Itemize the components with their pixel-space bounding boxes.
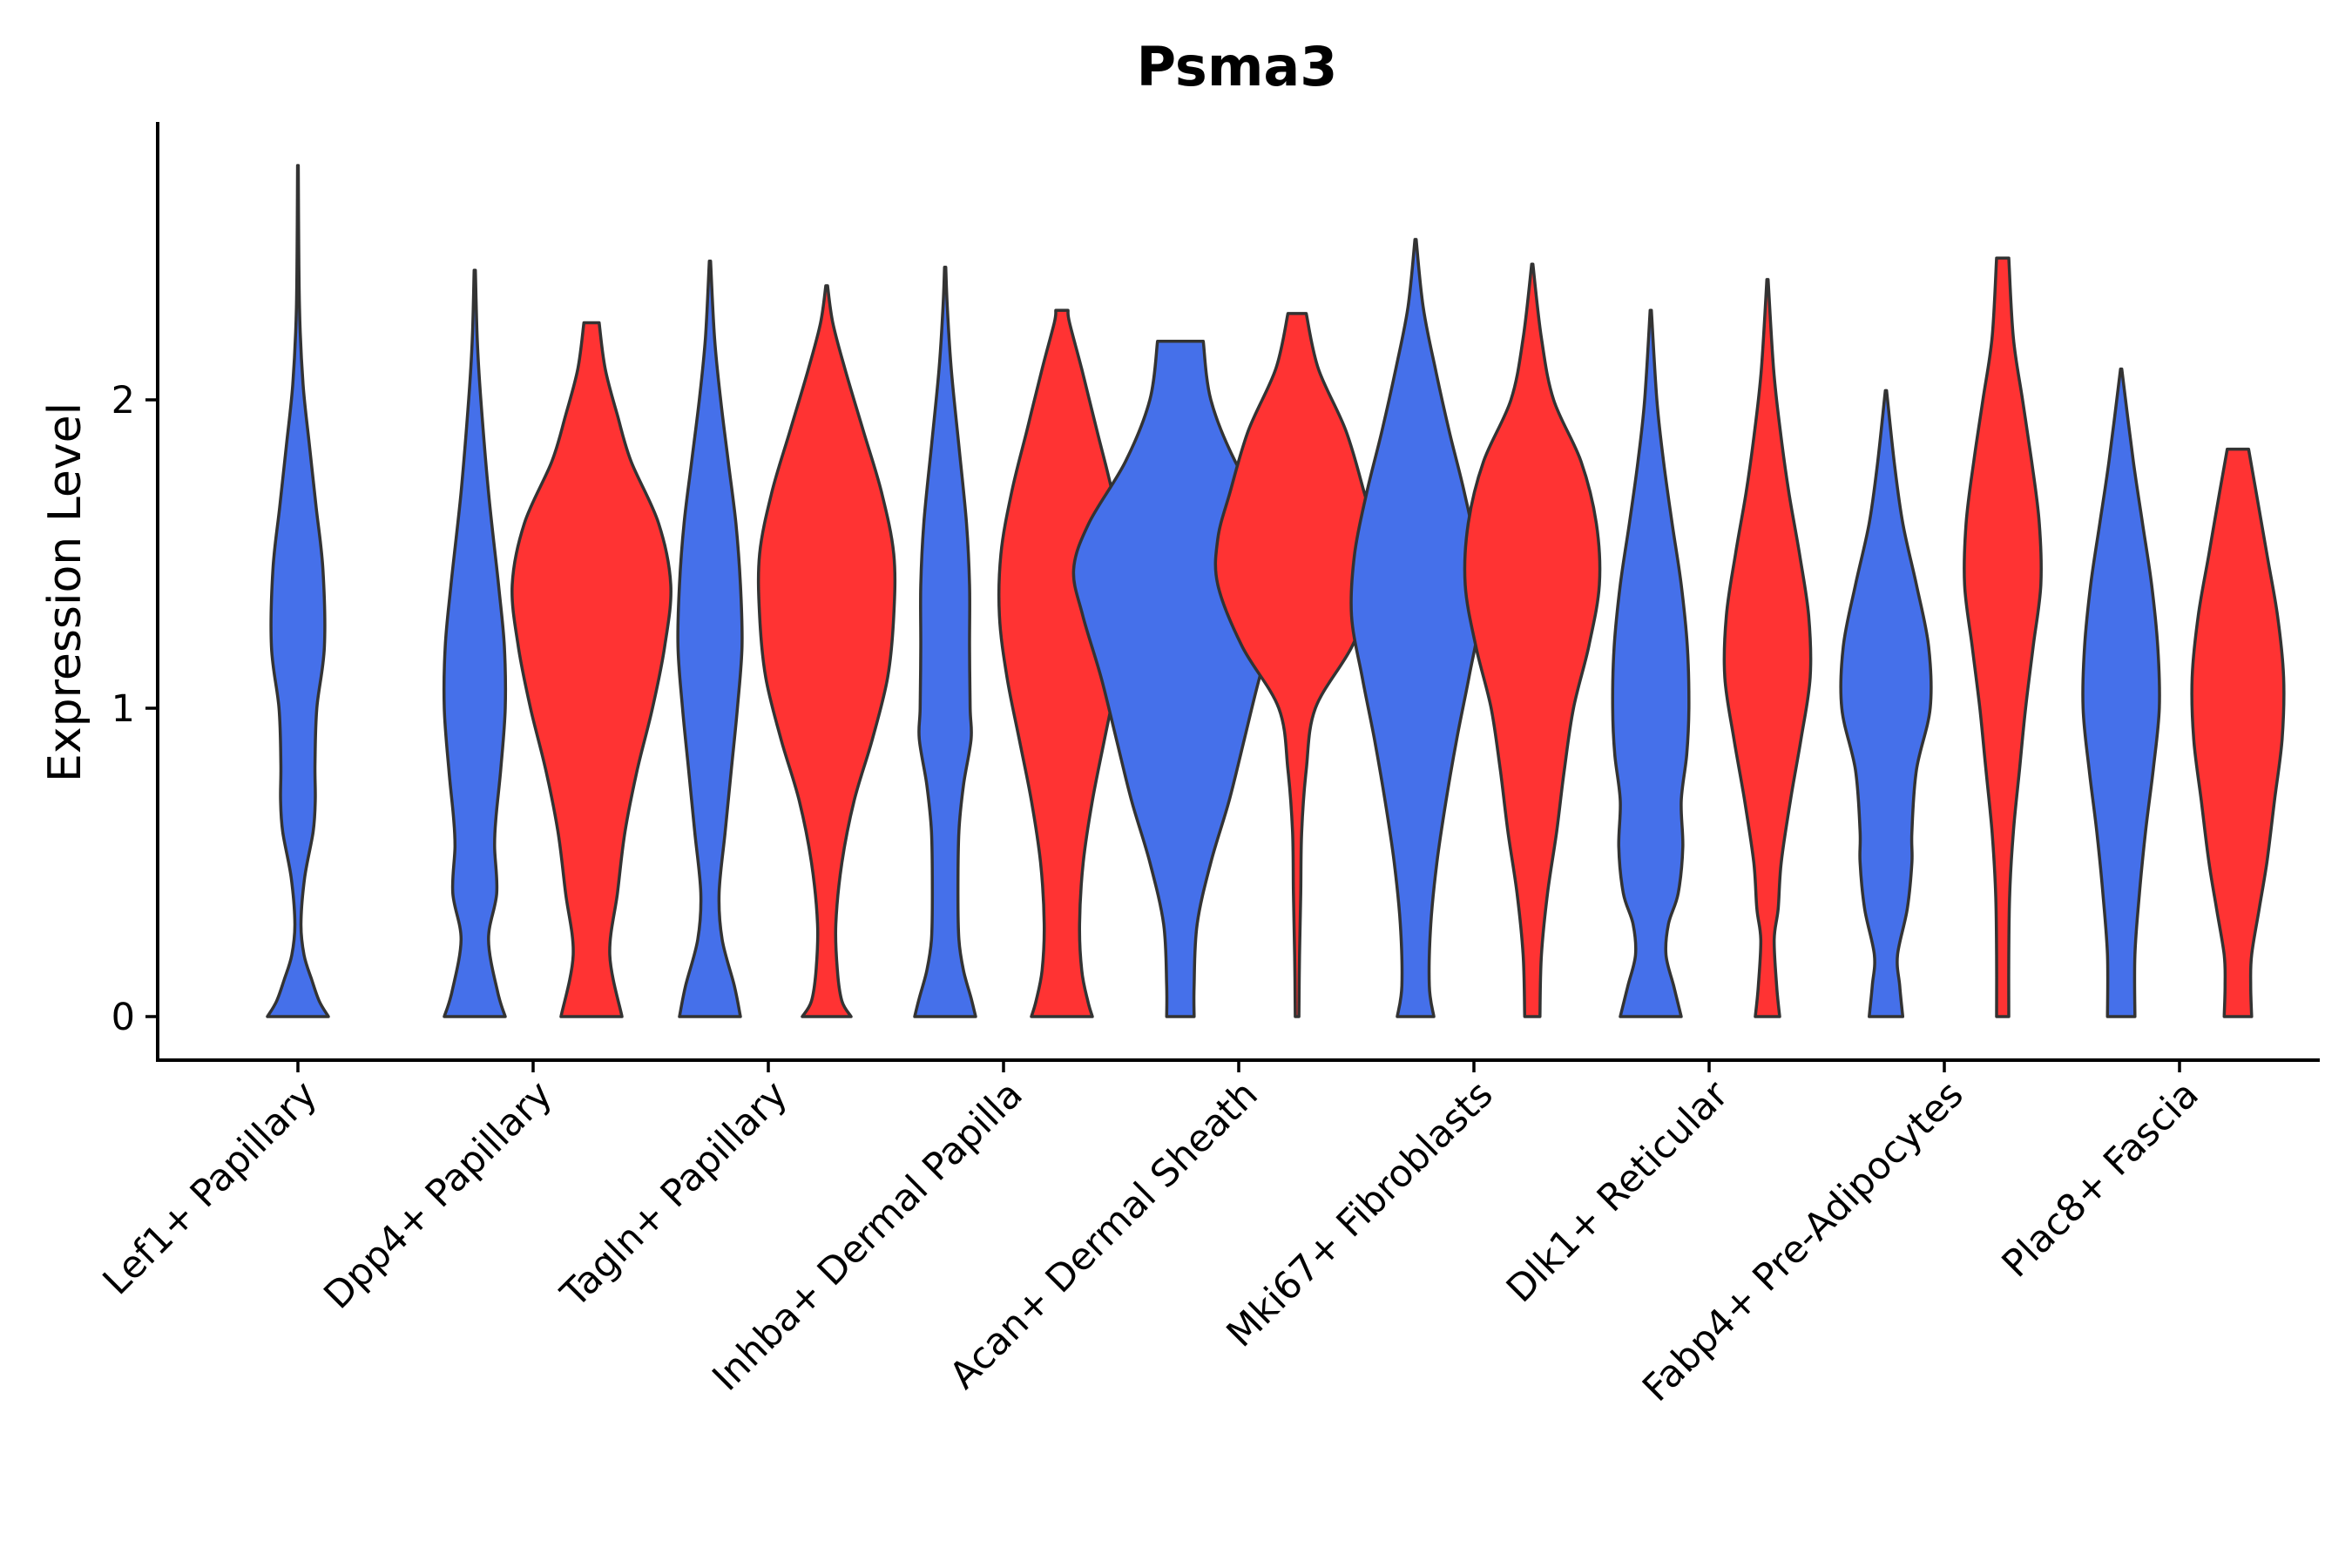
- x-tick-label-tagln-papillary: Tagln+ Papillary: [552, 1072, 796, 1316]
- chart-title: Psma3: [1137, 35, 1338, 98]
- violin-plac8-fascia-b: [2190, 447, 2286, 1018]
- x-tick-label-mki67-fibroblasts: Mki67+ Fibroblasts: [1219, 1072, 1502, 1355]
- x-tick-label-dpp4-papillary: Dpp4+ Papillary: [316, 1072, 561, 1317]
- y-tick-label: 1: [112, 687, 135, 731]
- violin-dpp4-papillary-a: [442, 268, 508, 1018]
- violin-dlk1-reticular-a: [1611, 308, 1691, 1018]
- x-tick-label-dlk1-reticular: Dlk1+ Reticular: [1498, 1072, 1737, 1311]
- violin-tagln-papillary-a: [676, 259, 744, 1018]
- violin-fabp4-pre-adipocytes-b: [1963, 256, 2043, 1018]
- violin-mki67-fibroblasts-a: [1349, 238, 1482, 1018]
- violin-inhba-dermal-papilla-b: [997, 308, 1127, 1018]
- violin-tagln-papillary-b: [756, 284, 897, 1018]
- violin-mki67-fibroblasts-b: [1463, 262, 1602, 1018]
- violin-plac8-fascia-a: [2081, 367, 2161, 1018]
- y-tick-label: 2: [112, 379, 135, 422]
- violin-acan-dermal-sheath-b: [1213, 312, 1381, 1018]
- violin-series: [266, 164, 2286, 1018]
- x-tick-label-lef1-papillary: Lef1+ Papillary: [95, 1072, 326, 1303]
- y-tick-label: 0: [112, 996, 135, 1039]
- y-axis-label: Expression Level: [39, 402, 91, 782]
- violin-lef1-papillary-a: [266, 164, 330, 1018]
- violin-dlk1-reticular-b: [1722, 278, 1813, 1018]
- x-tick-label-plac8-fascia: Plac8+ Fascia: [1994, 1072, 2207, 1286]
- violin-dpp4-papillary-b: [510, 321, 672, 1018]
- violin-fabp4-pre-adipocytes-a: [1839, 389, 1933, 1018]
- violin-inhba-dermal-papilla-a: [913, 266, 977, 1018]
